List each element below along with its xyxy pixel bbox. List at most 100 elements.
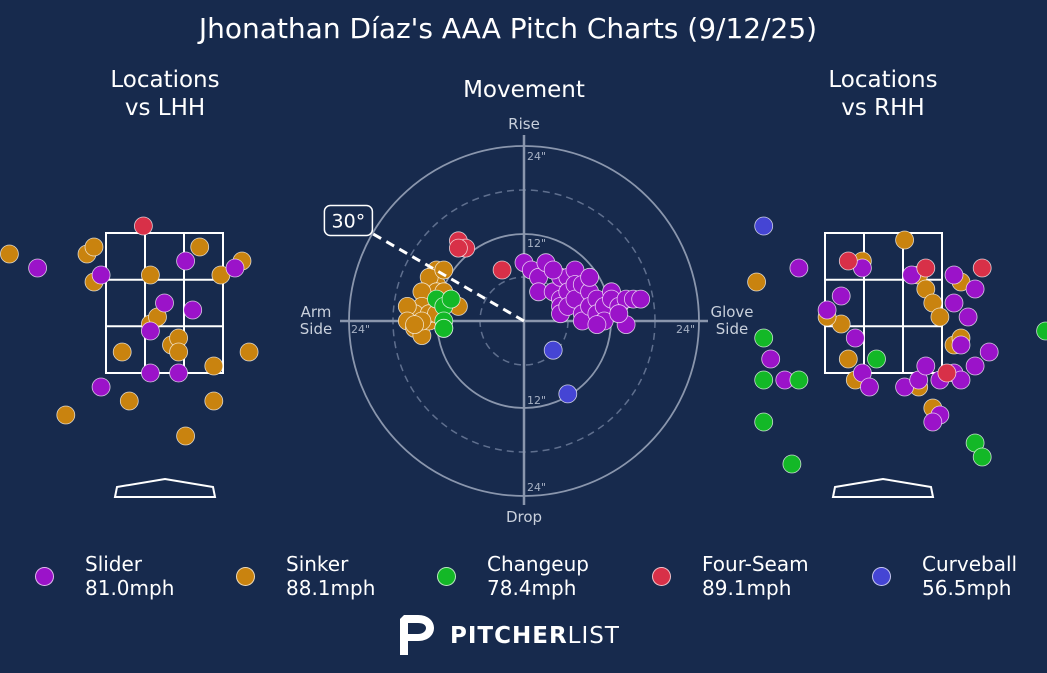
chart-title: Jhonathan Díaz's AAA Pitch Charts (9/12/… <box>197 12 817 45</box>
sinker-pitch-point <box>176 426 196 446</box>
brand-bold: PITCHER <box>450 623 568 649</box>
legend-velo: 89.1mph <box>702 576 792 600</box>
four-seam-dot-icon <box>652 567 671 586</box>
slider-pitch-point <box>965 356 985 376</box>
four-seam-pitch-point <box>838 251 858 271</box>
rhh-title-line1: Locations <box>828 67 937 93</box>
sinker-pitch-point <box>169 342 189 362</box>
legend-pitch-name: Slider <box>85 552 143 576</box>
glove-side-label-1: Glove <box>710 303 753 321</box>
arm-side-label-1: Arm <box>301 303 332 321</box>
arm-angle-label: 30° <box>332 211 366 233</box>
sinker-pitch-point <box>140 265 160 285</box>
four-seam-pitch-point <box>448 238 468 258</box>
changeup-pitch-point <box>782 454 802 474</box>
slider-pitch-point <box>761 349 781 369</box>
sinker-pitch-point <box>434 260 454 280</box>
legend-text: Sinker 88.1mph <box>286 552 375 600</box>
pitcherlist-logo: PITCHERLIST <box>398 613 638 657</box>
tick-24-top: 24" <box>527 150 546 163</box>
changeup-pitch-point <box>867 349 886 369</box>
four-seam-pitch-point <box>916 258 936 278</box>
slider-pitch-point <box>609 304 629 324</box>
legend-velo: 78.4mph <box>487 576 577 600</box>
legend-pitch-name: Four-Seam <box>702 552 809 576</box>
movement-title: Movement <box>463 77 585 103</box>
slider-pitch-point <box>860 377 879 397</box>
four-seam-pitch-point <box>492 260 512 280</box>
tick-12-top: 12" <box>527 237 546 250</box>
curveball-pitch-point <box>754 216 774 236</box>
sinker-pitch-point <box>204 391 224 411</box>
legend-text: Slider 81.0mph <box>85 552 174 600</box>
changeup-pitch-point <box>754 328 774 348</box>
tick-12-bottom: 12" <box>527 394 546 407</box>
slider-pitch-point <box>951 335 971 355</box>
slider-pitch-point <box>817 300 837 320</box>
legend-velo: 88.1mph <box>286 576 376 600</box>
slider-pitch-point <box>631 289 651 309</box>
slider-pitch-point <box>169 363 189 383</box>
changeup-pitch-point <box>1036 321 1047 341</box>
slider-pitch-point <box>225 258 245 278</box>
curveball-pitch-point <box>543 340 563 360</box>
slider-pitch-point <box>958 307 978 327</box>
changeup-pitch-point <box>754 412 774 432</box>
sinker-pitch-point <box>84 237 104 257</box>
movement-chart: Rise Drop Arm Side Glove Side 12" 24" 12… <box>300 115 754 526</box>
sinker-pitch-point <box>747 272 766 292</box>
rhh-title-line2: vs RHH <box>841 95 924 121</box>
legend-pitch-name: Changeup <box>487 552 589 576</box>
changeup-pitch-point <box>789 370 809 390</box>
tick-24-right: 24" <box>676 323 695 336</box>
slider-dot-icon <box>35 567 54 586</box>
slider-pitch-point <box>944 293 964 313</box>
home-plate <box>113 477 217 498</box>
lhh-title-line1: Locations <box>110 67 219 93</box>
brand-light: LIST <box>567 623 620 649</box>
legend-text: Four-Seam 89.1mph <box>702 552 809 600</box>
slider-pitch-point <box>140 363 160 383</box>
arm-angle-indicator: 30° <box>323 204 525 323</box>
sinker-pitch-point <box>56 405 76 425</box>
sinker-dot-icon <box>236 567 255 586</box>
slider-pitch-point <box>91 265 111 285</box>
curveball-dot-icon <box>872 567 891 586</box>
pitcherlist-wordmark: PITCHERLIST <box>450 623 620 649</box>
slider-pitch-point <box>543 260 563 280</box>
sinker-pitch-point <box>0 244 19 264</box>
sinker-pitch-point <box>239 342 259 362</box>
four-seam-pitch-point <box>972 258 992 278</box>
slider-pitch-point <box>944 265 964 285</box>
legend-pitch-name: Curveball <box>922 552 1018 576</box>
arm-side-label-2: Side <box>300 320 332 338</box>
slider-pitch-point <box>155 293 174 313</box>
slider-pitch-point <box>183 300 203 320</box>
legend: Slider 81.0mph Sinker 88.1mph Changeup 7… <box>0 550 1047 610</box>
changeup-pitch-point <box>754 370 774 390</box>
sinker-pitch-point <box>895 230 914 250</box>
sinker-pitch-point <box>930 307 950 327</box>
slider-pitch-point <box>580 267 599 287</box>
sinker-pitch-point <box>190 237 210 257</box>
sinker-pitch-point <box>405 315 425 335</box>
sinker-pitch-point <box>112 342 132 362</box>
slider-pitch-point <box>923 412 943 432</box>
legend-velo: 56.5mph <box>922 576 1012 600</box>
slider-pitch-point <box>845 328 865 348</box>
changeup-pitch-point <box>972 447 992 467</box>
strike-zone <box>105 232 224 374</box>
four-seam-pitch-point <box>937 363 957 383</box>
rhh-points <box>747 216 1047 474</box>
legend-pitch-name: Sinker <box>286 552 349 576</box>
slider-pitch-point <box>831 286 851 306</box>
legend-text: Curveball 56.5mph <box>922 552 1017 600</box>
tick-24-bottom: 24" <box>527 481 546 494</box>
slider-pitch-point <box>979 342 999 362</box>
home-plate <box>831 477 935 498</box>
curveball-pitch-point <box>558 384 578 404</box>
sinker-pitch-point <box>204 356 224 376</box>
slider-pitch-point <box>140 321 160 341</box>
slider-pitch-point <box>28 258 47 278</box>
